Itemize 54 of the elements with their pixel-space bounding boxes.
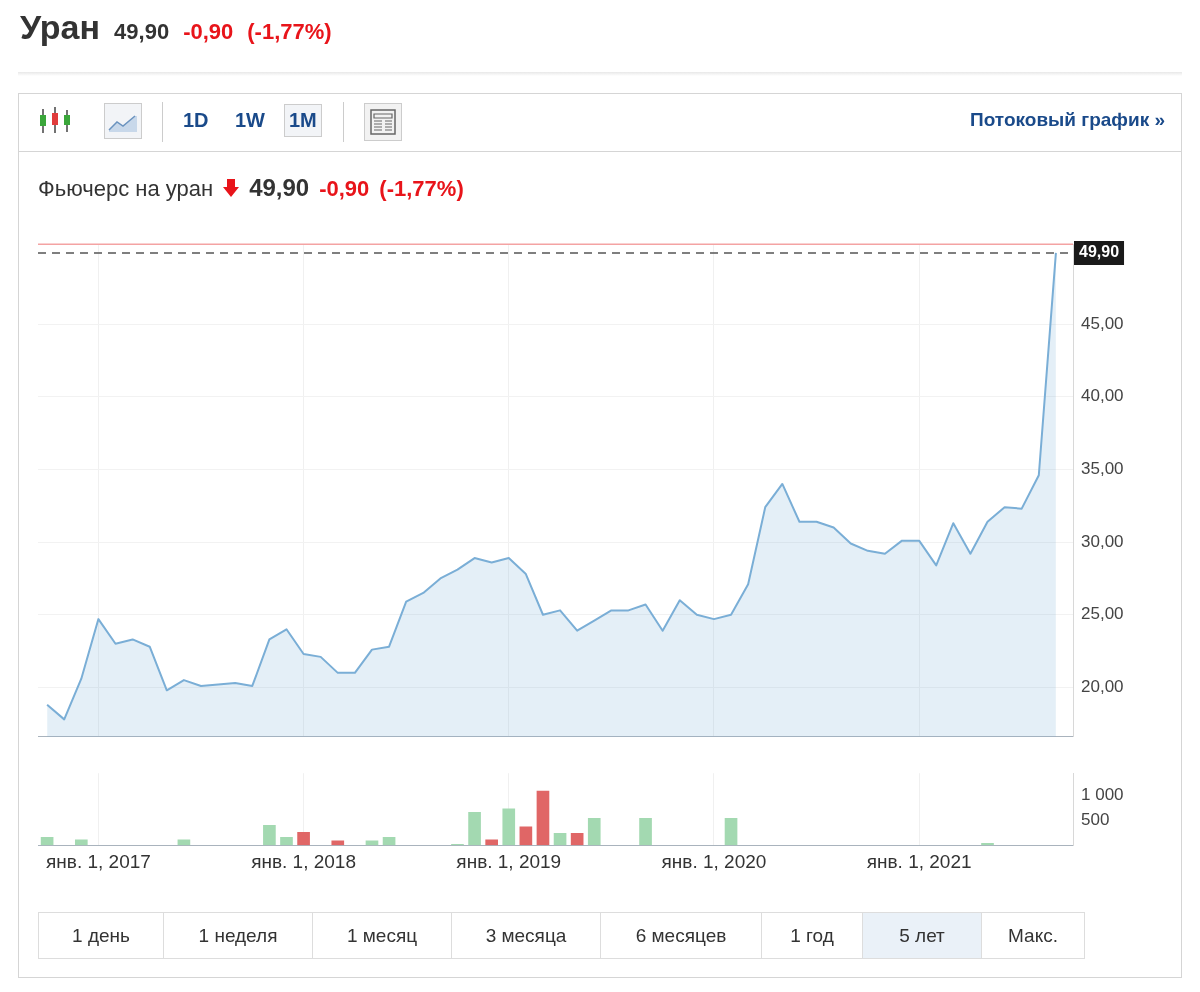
bar [365, 840, 379, 846]
y-tick-label: 25,00 [1081, 604, 1124, 624]
text: 1D [182, 108, 210, 133]
bar [639, 818, 652, 846]
text: 1 месяц [313, 913, 452, 958]
y-tick-label: 500 [1081, 810, 1110, 830]
text: (-1,77%) [379, 176, 464, 202]
text: 49,90 [249, 174, 310, 202]
bar [981, 842, 994, 846]
text: 1W [234, 108, 266, 133]
y-tick-label: 1 000 [1081, 785, 1124, 805]
text: 6 месяцев [601, 913, 762, 958]
y-tick-label: 20,00 [1081, 677, 1124, 697]
text: (-1,77%) [247, 19, 332, 45]
text: 1 год [762, 913, 863, 958]
text: Потоковый график » [970, 109, 1165, 131]
x-tick-label: янв. 1, 2020 [661, 850, 767, 872]
text: 3 месяца [452, 913, 601, 958]
x-tick-label: янв. 1, 2018 [251, 850, 356, 872]
bar [553, 832, 567, 846]
x-tick-label: янв. 1, 2017 [46, 850, 151, 872]
y-tick-label: 35,00 [1081, 459, 1124, 479]
bar [519, 826, 533, 846]
bar [587, 818, 601, 846]
y-tick-label: 30,00 [1081, 531, 1124, 551]
y-tick-label: 40,00 [1081, 386, 1124, 406]
text: -0,90 [319, 176, 370, 202]
bar [724, 818, 738, 846]
bar [536, 790, 550, 846]
text: 49,90 [114, 19, 170, 45]
bar [570, 832, 584, 846]
bar [382, 836, 396, 846]
bar [502, 808, 516, 846]
x-tick-label: янв. 1, 2019 [456, 850, 562, 872]
text: -0,90 [183, 19, 234, 45]
ref-line-label: 49,90 [1079, 243, 1120, 261]
chart-title: Уран [20, 8, 101, 47]
bar [331, 840, 345, 846]
bar [263, 825, 276, 846]
text: 5 лет [863, 913, 982, 958]
bar [280, 836, 293, 846]
text: 1 день [39, 913, 164, 958]
bar [468, 812, 481, 846]
bar [485, 839, 498, 846]
text: 1 неделя [164, 913, 313, 958]
bar [297, 831, 310, 846]
bar [40, 836, 54, 846]
x-tick-label: янв. 1, 2021 [866, 850, 972, 872]
y-tick-label: 45,00 [1081, 313, 1124, 333]
text: Макс. [1007, 923, 1059, 948]
bar [74, 839, 88, 846]
bar [177, 839, 191, 846]
text: 1M [284, 104, 322, 137]
chart-subtitle: Фьючерс на уран [38, 176, 214, 202]
